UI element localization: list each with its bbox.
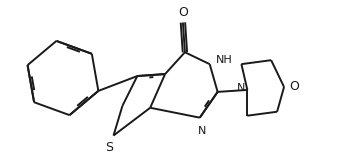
Text: N: N (237, 83, 245, 93)
Text: O: O (289, 80, 299, 93)
Text: O: O (178, 5, 188, 19)
Text: N: N (198, 126, 206, 136)
Text: S: S (105, 142, 113, 154)
Text: NH: NH (216, 55, 232, 65)
